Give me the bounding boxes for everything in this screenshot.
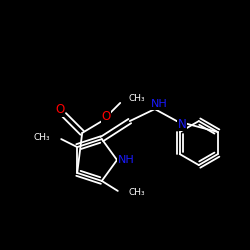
Text: O: O bbox=[102, 110, 111, 124]
Text: CH₃: CH₃ bbox=[34, 132, 50, 141]
Text: CH₃: CH₃ bbox=[129, 188, 146, 198]
Text: NH: NH bbox=[118, 155, 134, 165]
Text: N: N bbox=[178, 118, 186, 130]
Text: O: O bbox=[56, 104, 65, 117]
Text: NH: NH bbox=[150, 99, 167, 109]
Text: CH₃: CH₃ bbox=[128, 94, 145, 104]
